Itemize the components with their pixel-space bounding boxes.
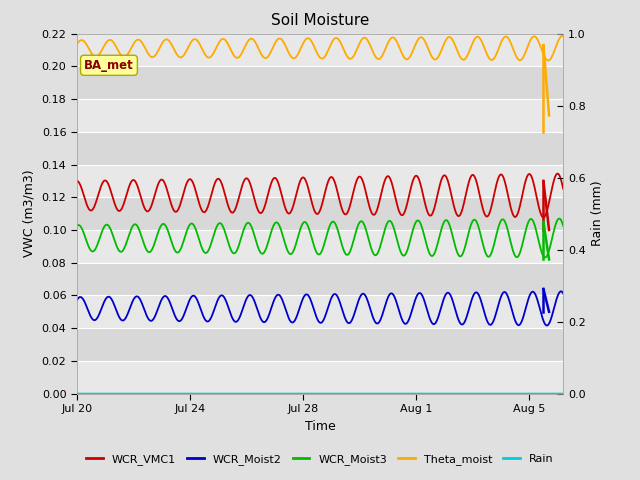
- Bar: [77, 165, 563, 197]
- Bar: [77, 197, 563, 230]
- Text: BA_met: BA_met: [84, 59, 134, 72]
- Legend: WCR_VMC1, WCR_Moist2, WCR_Moist3, Theta_moist, Rain: WCR_VMC1, WCR_Moist2, WCR_Moist3, Theta_…: [82, 450, 558, 469]
- Bar: [77, 295, 563, 328]
- Y-axis label: Rain (mm): Rain (mm): [591, 181, 604, 246]
- Bar: [77, 66, 563, 99]
- Bar: [77, 361, 563, 394]
- Bar: [77, 99, 563, 132]
- Bar: [77, 132, 563, 165]
- X-axis label: Time: Time: [305, 420, 335, 432]
- Title: Soil Moisture: Soil Moisture: [271, 13, 369, 28]
- Bar: [77, 263, 563, 295]
- Bar: [77, 230, 563, 263]
- Bar: [77, 328, 563, 361]
- Y-axis label: VWC (m3/m3): VWC (m3/m3): [23, 170, 36, 257]
- Bar: [77, 34, 563, 66]
